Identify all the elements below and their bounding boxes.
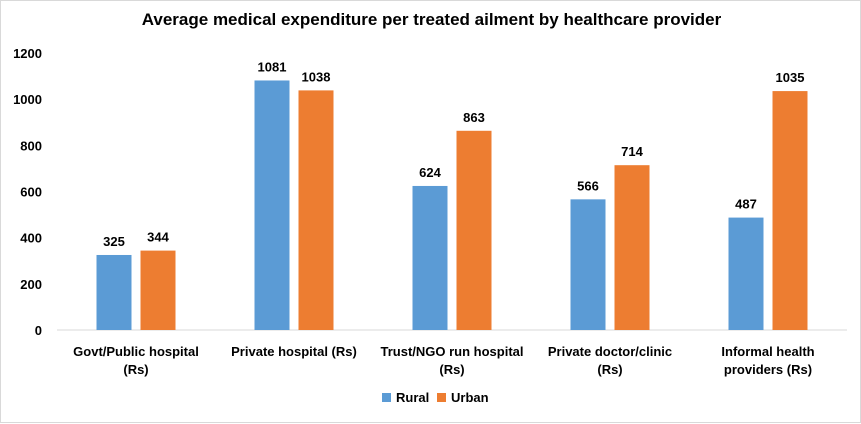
legend-label-rural: Rural [396, 390, 429, 405]
bar-rural-3 [570, 199, 606, 330]
data-label-urban-0: 344 [147, 230, 169, 245]
bar-rural-4 [728, 217, 764, 330]
bar-urban-1 [298, 90, 334, 331]
data-label-urban-4: 1035 [776, 70, 805, 85]
data-label-rural-0: 325 [103, 234, 125, 249]
x-category-label-2-line-0: Trust/NGO run hospital [380, 344, 523, 359]
x-category-label-3-line-0: Private doctor/clinic [548, 344, 672, 359]
legend-swatch-urban [437, 393, 446, 402]
y-tick-label-5: 1000 [13, 92, 42, 107]
data-label-rural-1: 1081 [258, 59, 287, 74]
data-label-rural-4: 487 [735, 197, 757, 212]
x-category-label-0-line-0: Govt/Public hospital [73, 344, 199, 359]
x-category-label-2-line-1: (Rs) [439, 362, 464, 377]
x-category-label-1: Private hospital (Rs) [231, 344, 357, 359]
legend-swatch-rural [382, 393, 391, 402]
y-tick-label-3: 600 [20, 185, 42, 200]
x-category-label-3-line-1: (Rs) [597, 362, 622, 377]
chart-title: Average medical expenditure per treated … [141, 10, 722, 29]
y-tick-label-4: 800 [20, 138, 42, 153]
y-tick-label-6: 1200 [13, 46, 42, 61]
data-label-urban-3: 714 [621, 144, 643, 159]
data-label-urban-2: 863 [463, 110, 485, 125]
data-label-urban-1: 1038 [302, 69, 331, 84]
x-category-label-0-line-1: (Rs) [123, 362, 148, 377]
y-tick-label-1: 200 [20, 277, 42, 292]
data-label-rural-2: 624 [419, 165, 441, 180]
bar-urban-0 [140, 250, 176, 330]
bar-urban-4 [772, 91, 808, 331]
x-category-label-4-line-0: Informal health [721, 344, 814, 359]
bar-rural-2 [412, 185, 448, 330]
bar-urban-2 [456, 130, 492, 330]
bar-urban-3 [614, 165, 650, 330]
data-label-rural-3: 566 [577, 178, 599, 193]
y-tick-label-2: 400 [20, 231, 42, 246]
y-tick-label-0: 0 [35, 323, 42, 338]
bar-rural-1 [254, 80, 290, 330]
bar-rural-0 [96, 254, 132, 330]
x-category-label-4-line-1: providers (Rs) [724, 362, 812, 377]
legend-label-urban: Urban [451, 390, 489, 405]
